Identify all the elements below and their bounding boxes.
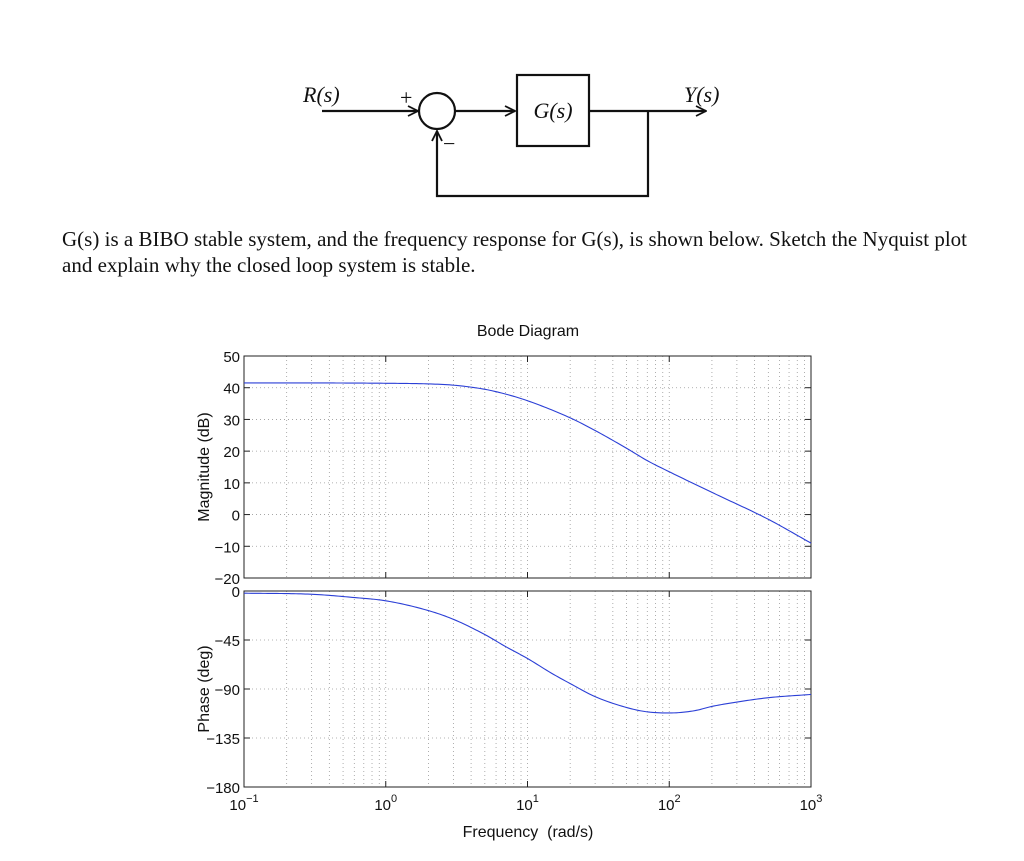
chart-title: Bode Diagram — [477, 323, 579, 340]
x-tick-label: 103 — [800, 793, 823, 814]
x-tick-label: 101 — [516, 793, 539, 814]
y-tick-label: 30 — [223, 412, 240, 429]
minus-sign: − — [443, 131, 455, 156]
x-tick-label: 10−1 — [229, 793, 258, 814]
y-tick-label: 0 — [232, 508, 240, 525]
y-tick-label: 50 — [223, 349, 240, 366]
plus-sign: + — [400, 85, 412, 110]
feedback-path — [437, 111, 650, 198]
phase-series-line — [243, 592, 812, 714]
y-tick-label: −90 — [215, 682, 240, 699]
x-tick-label: 100 — [374, 793, 397, 814]
y-tick-label: −10 — [215, 539, 240, 556]
x-tick-label: 102 — [658, 793, 681, 814]
phase-axes-box — [243, 590, 812, 788]
y-tick-label: −135 — [206, 731, 240, 748]
magnitude-series-line — [244, 382, 812, 544]
phase-y-axis-label: Phase (deg) — [196, 645, 213, 732]
x-axis-label: Frequency (rad/s) — [463, 824, 594, 841]
block-diagram: R(s) Y(s) G(s) + − — [302, 73, 719, 198]
y-tick-label: 10 — [223, 476, 240, 493]
output-label: Y(s) — [684, 82, 719, 107]
y-tick-label: 0 — [232, 584, 240, 601]
y-tick-label: −20 — [215, 571, 240, 588]
y-tick-label: 40 — [223, 381, 240, 398]
plant-label: G(s) — [533, 98, 572, 123]
y-tick-label: 20 — [223, 444, 240, 461]
problem-statement: G(s) is a BIBO stable system, and the fr… — [62, 227, 967, 277]
input-label: R(s) — [302, 82, 340, 107]
magnitude-y-axis-label: Magnitude (dB) — [196, 412, 213, 521]
y-tick-label: −180 — [206, 780, 240, 797]
y-tick-label: −45 — [215, 633, 240, 650]
